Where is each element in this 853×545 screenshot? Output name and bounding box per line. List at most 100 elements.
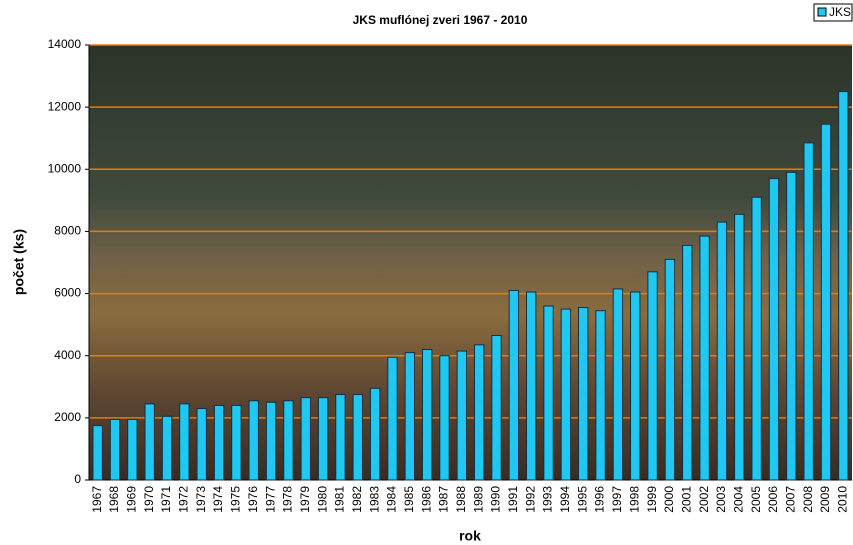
x-tick-label: 2010 [836,486,850,513]
y-tick-label: 14000 [48,37,82,51]
x-tick-label: 1985 [402,486,416,513]
x-tick-label: 1995 [575,486,589,513]
x-tick-label: 1980 [315,486,329,513]
bar [561,309,570,480]
x-tick-label: 1974 [211,486,225,513]
bar [752,197,761,480]
x-tick-label: 1984 [385,486,399,513]
x-tick-label: 1994 [558,486,572,513]
x-tick-label: 1978 [281,486,295,513]
bar [700,236,709,480]
x-tick-label: 1997 [610,486,624,513]
bar [388,357,397,480]
x-tick-label: 1969 [125,486,139,513]
x-tick-label: 1981 [333,486,347,513]
x-tick-label: 1977 [263,486,277,513]
x-tick-label: 1967 [90,486,104,513]
bar [804,143,813,480]
x-tick-label: 1987 [437,486,451,513]
x-tick-label: 2006 [766,486,780,513]
bar [232,405,241,480]
x-tick-label: 1982 [350,486,364,513]
bar [353,395,362,480]
bar [440,356,449,480]
x-tick-label: 1986 [419,486,433,513]
x-tick-label: 2005 [749,486,763,513]
x-tick-label: 2009 [818,486,832,513]
bar [457,351,466,480]
y-tick-label: 4000 [54,348,81,362]
bar [492,336,501,480]
bar [197,409,206,480]
x-tick-label: 2003 [714,486,728,513]
legend-label: JKS [829,5,851,19]
x-tick-label: 2001 [679,486,693,513]
bar [787,172,796,480]
x-tick-label: 1991 [506,486,520,513]
x-tick-label: 1998 [627,486,641,513]
bar [596,311,605,480]
bar [544,306,553,480]
x-tick-label: 1970 [142,486,156,513]
x-tick-label: 1975 [229,486,243,513]
x-tick-label: 1988 [454,486,468,513]
bar [579,308,588,480]
bar [145,404,154,480]
bar [527,292,536,480]
x-tick-label: 1968 [107,486,121,513]
bar [613,289,622,480]
bar [683,245,692,480]
bar [266,402,275,480]
bar [735,214,744,480]
x-tick-label: 1983 [367,486,381,513]
y-tick-label: 8000 [54,224,81,238]
bar [214,405,223,480]
x-tick-label: 1990 [489,486,503,513]
bar [631,292,640,480]
x-tick-label: 1976 [246,486,260,513]
bar [284,401,293,480]
x-axis-title: rok [459,528,481,544]
bar [249,401,258,480]
x-tick-label: 2004 [731,486,745,513]
bar [665,259,674,480]
bar [769,179,778,480]
x-tick-label: 2002 [697,486,711,513]
x-tick-label: 1993 [541,486,555,513]
bar [422,350,431,481]
y-tick-label: 6000 [54,286,81,300]
y-tick-label: 10000 [48,161,82,175]
y-tick-label: 2000 [54,410,81,424]
x-tick-label: 1989 [471,486,485,513]
chart-title: JKS muflónej zveri 1967 - 2010 [353,13,528,27]
bar [128,419,137,480]
bar [717,222,726,480]
bar [648,272,657,480]
y-tick-label: 12000 [48,99,82,113]
legend-swatch [818,8,826,16]
y-tick-label: 0 [74,472,81,486]
x-tick-label: 2007 [783,486,797,513]
bar [474,345,483,480]
x-tick-label: 2000 [662,486,676,513]
x-tick-label: 1973 [194,486,208,513]
x-tick-label: 1979 [298,486,312,513]
bar [336,395,345,480]
x-tick-label: 1972 [177,486,191,513]
chart: JKS muflónej zveri 1967 - 2010 rok počet… [0,0,853,545]
y-axis-title: počet (ks) [11,229,27,295]
x-tick-label: 2008 [801,486,815,513]
bar [821,124,830,480]
bar [405,353,414,480]
x-tick-label: 1996 [593,486,607,513]
bar [110,419,119,480]
bar [370,388,379,480]
bar [180,404,189,480]
bar [162,416,171,480]
bar [318,398,327,480]
x-tick-label: 1999 [645,486,659,513]
x-tick-label: 1971 [159,486,173,513]
bar [509,290,518,480]
bar [93,426,102,480]
bar [301,398,310,480]
